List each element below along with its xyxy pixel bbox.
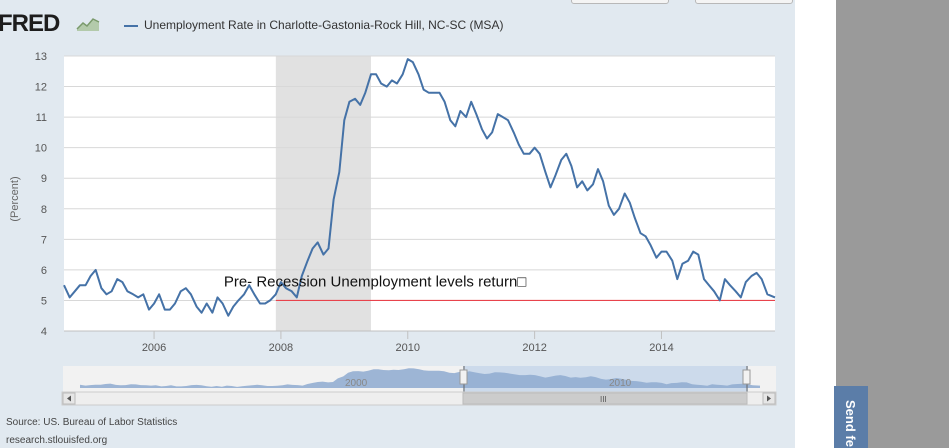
scrollbar-grip: III <box>600 395 607 404</box>
y-tick-label: 12 <box>35 82 47 94</box>
navigator-label-2010: 2010 <box>609 378 632 389</box>
legend-label: Unemployment Rate in Charlotte-Gastonia-… <box>144 18 504 32</box>
top-control-right[interactable] <box>695 0 793 4</box>
x-tick-label: 2012 <box>522 342 546 354</box>
x-tick-label: 2014 <box>649 342 673 354</box>
y-tick-label: 7 <box>41 234 47 246</box>
scrollbar-thumb[interactable] <box>462 392 748 405</box>
navigator-area <box>80 368 760 388</box>
navigator-handle-right[interactable] <box>742 369 751 385</box>
series-line <box>63 58 776 317</box>
y-tick-label: 4 <box>41 326 47 338</box>
x-tick-label: 2006 <box>142 342 166 354</box>
annotation-text: Pre- Recession Unemployment levels retur… <box>224 274 527 291</box>
chart-legend[interactable]: Unemployment Rate in Charlotte-Gastonia-… <box>124 18 503 32</box>
fred-logo-chart-icon <box>76 14 100 32</box>
navigator[interactable]: 2000 2010 <box>63 366 776 392</box>
navigator-label-2000: 2000 <box>345 378 368 389</box>
x-tick-label: 2010 <box>396 342 420 354</box>
source-note: Source: US. Bureau of Labor Statistics <box>6 417 178 428</box>
y-tick-label: 5 <box>41 295 47 307</box>
side-overlay <box>836 0 949 448</box>
unemployment-chart: 4 5 6 7 8 9 10 11 12 13 2006 2008 2010 2012 2014 Pre-… <box>35 51 777 406</box>
y-tick-label: 6 <box>41 265 47 277</box>
send-feedback-tab[interactable]: Send fe <box>834 386 868 448</box>
scroll-left-arrow-icon <box>67 395 71 402</box>
fred-logo[interactable]: FRED <box>0 10 60 37</box>
scrollbar[interactable]: III <box>61 391 777 406</box>
y-tick-label: 9 <box>41 173 47 185</box>
site-link[interactable]: research.stlouisfed.org <box>6 435 108 446</box>
y-tick-label: 13 <box>35 51 47 63</box>
scroll-right-arrow-icon <box>767 395 771 402</box>
send-feedback-label: Send fe <box>843 400 858 447</box>
legend-swatch <box>124 24 138 27</box>
top-control-left[interactable] <box>571 0 669 4</box>
y-tick-label: 10 <box>35 143 47 155</box>
plot-area <box>64 56 775 331</box>
x-tick-label: 2008 <box>269 342 293 354</box>
y-tick-label: 8 <box>41 204 47 216</box>
navigator-handle-left[interactable] <box>459 369 468 385</box>
recession-band <box>275 56 371 331</box>
y-tick-label: 11 <box>36 112 47 124</box>
